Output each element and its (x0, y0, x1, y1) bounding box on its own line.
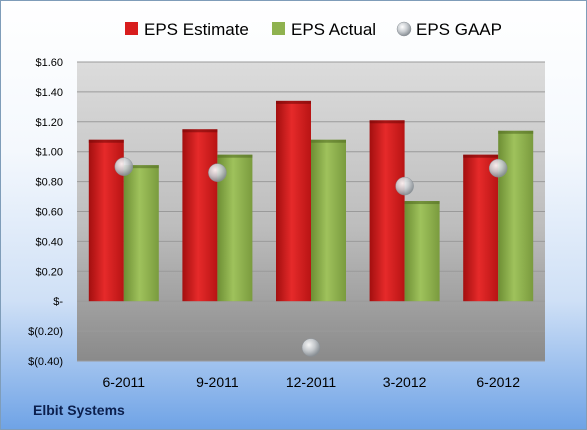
actual-bar (498, 130, 534, 302)
y-tick-label: $0.20 (35, 266, 63, 278)
actual-bar (123, 165, 159, 302)
estimate-bar-cap (88, 139, 124, 143)
y-tick-label: $0.40 (35, 236, 63, 248)
legend-actual-swatch (272, 22, 285, 35)
estimate-bar (182, 129, 218, 302)
estimate-bar-cap (276, 100, 311, 104)
y-tick-label: $(0.20) (28, 326, 63, 338)
estimate-bar-cap (369, 120, 405, 124)
legend-actual-label: EPS Actual (291, 20, 376, 39)
legend-gaap-swatch (396, 21, 412, 37)
x-tick-label: 9-2011 (196, 374, 239, 390)
actual-bar-cap (217, 154, 253, 158)
actual-bar (404, 201, 440, 302)
actual-bar-cap (311, 139, 346, 143)
y-tick-label: $- (53, 296, 63, 308)
gaap-marker (395, 176, 414, 196)
estimate-bar (276, 100, 311, 302)
y-tick-label: $1.40 (35, 87, 63, 99)
legend-gaap-label: EPS GAAP (416, 20, 502, 39)
gaap-marker (208, 163, 227, 182)
y-tick-label: $0.60 (35, 207, 63, 219)
x-tick-label: 6-2011 (103, 374, 146, 390)
actual-bar-cap (123, 165, 159, 169)
x-tick-label: 12-2011 (286, 374, 337, 390)
x-tick-label: 3-2012 (383, 374, 427, 390)
y-tick-label: $1.60 (35, 57, 63, 69)
y-tick-label: $(0.40) (28, 356, 63, 368)
gaap-marker (301, 338, 321, 357)
estimate-bar-cap (182, 129, 218, 133)
gaap-marker (114, 157, 134, 176)
actual-bar-cap (404, 201, 440, 205)
y-tick-label: $1.20 (35, 117, 63, 129)
actual-bar-cap (498, 130, 534, 134)
estimate-bar (369, 120, 405, 302)
estimate-bar (463, 154, 499, 302)
legend-estimate-label: EPS Estimate (144, 20, 249, 39)
actual-bar (311, 139, 346, 302)
y-tick-label: $1.00 (35, 147, 63, 159)
y-tick-label: $0.80 (35, 177, 63, 189)
estimate-bar-cap (463, 154, 499, 158)
legend-estimate-swatch (125, 22, 138, 35)
x-tick-label: 6-2012 (476, 374, 520, 390)
company-name: Elbit Systems (33, 402, 125, 418)
gaap-marker (488, 158, 508, 178)
